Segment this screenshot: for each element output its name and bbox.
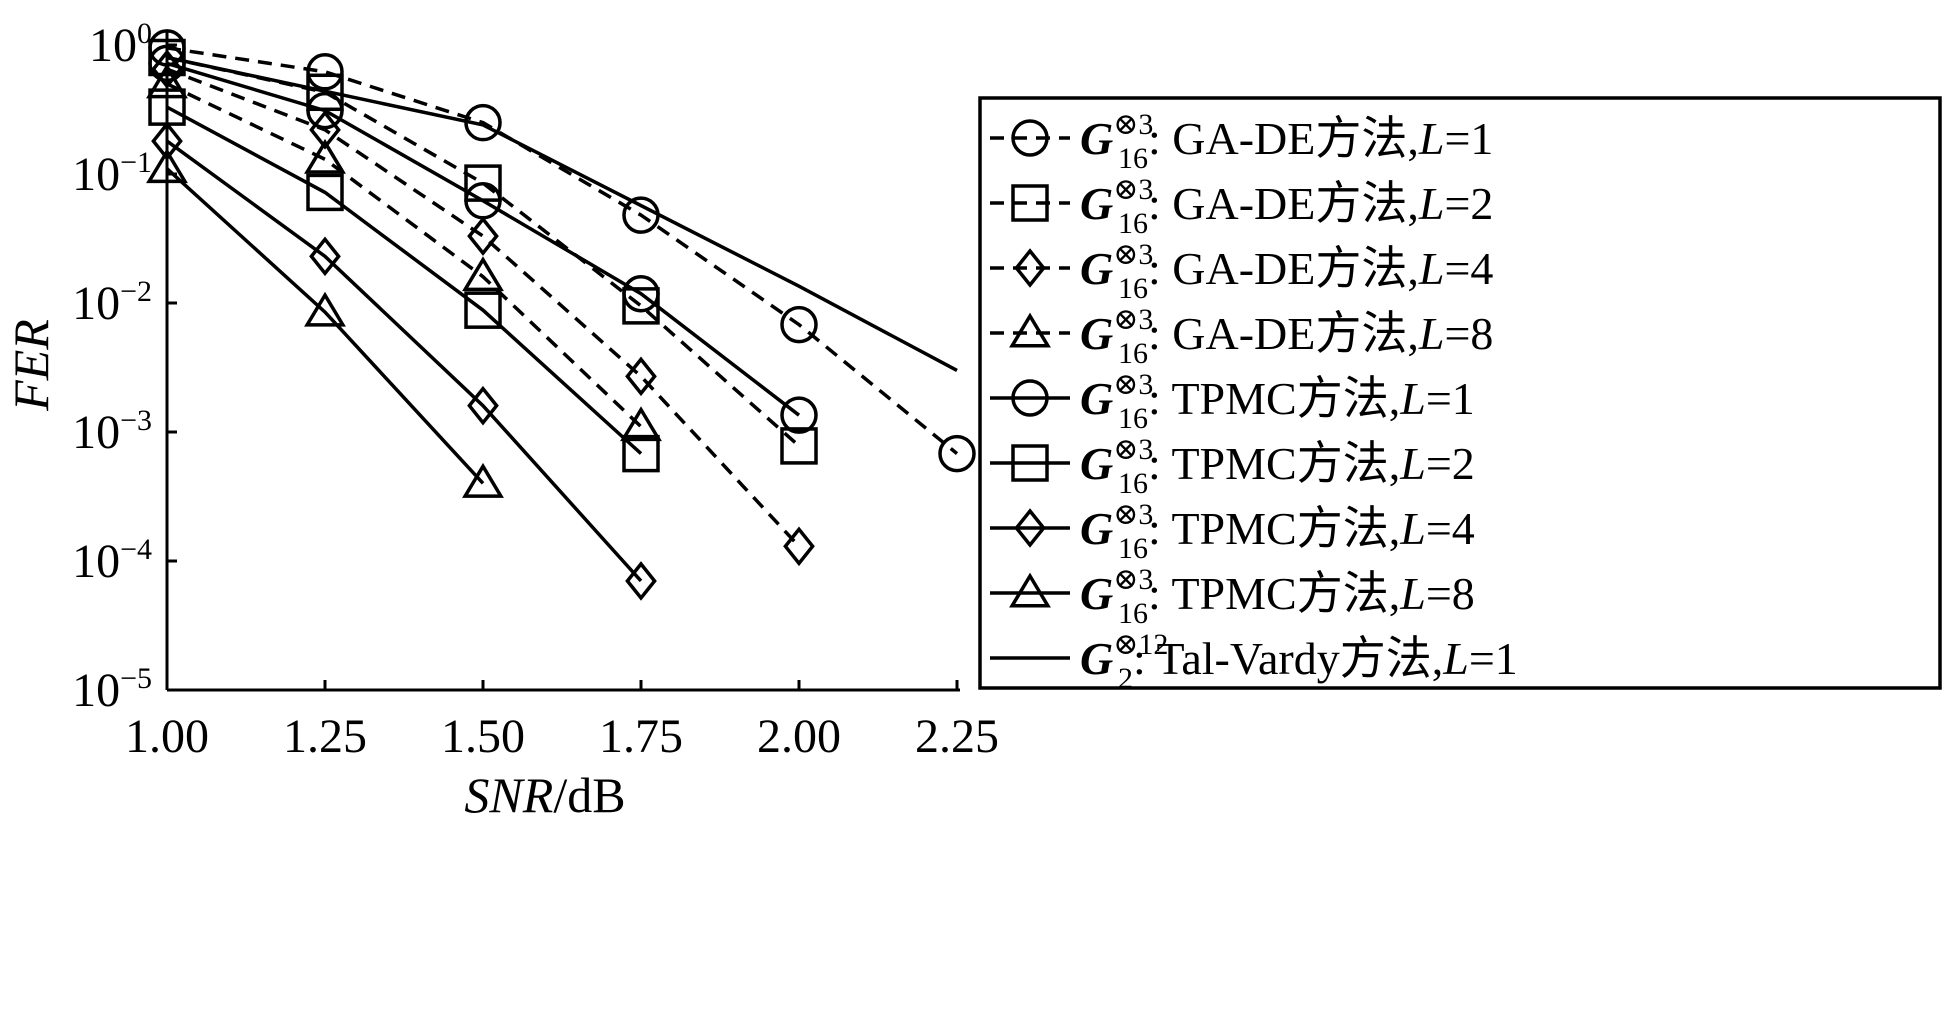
legend-marker xyxy=(1009,572,1051,608)
data-point xyxy=(309,236,341,277)
legend-entry: G⊗3 16: GA-DE方法,L=8 xyxy=(990,303,1493,370)
x-tick-label: 1.50 xyxy=(441,710,525,763)
legend-label: G⊗3 16: TPMC方法,L=1 xyxy=(1080,368,1475,435)
legend-label: G⊗3 16: TPMC方法,L=8 xyxy=(1080,563,1475,630)
legend-entry: G⊗3 16: TPMC方法,L=2 xyxy=(990,433,1475,500)
data-point xyxy=(467,385,499,426)
y-tick-label: 100 xyxy=(89,17,152,72)
data-point xyxy=(783,526,815,567)
data-point xyxy=(620,406,662,442)
series-5 xyxy=(148,44,818,434)
legend: G⊗3 16: GA-DE方法,L=1G⊗3 16: GA-DE方法,L=2G⊗3 1… xyxy=(978,96,1942,695)
data-point xyxy=(780,427,818,465)
legend-marker xyxy=(1014,508,1046,548)
series xyxy=(146,29,976,601)
series-line xyxy=(166,61,801,417)
series-line xyxy=(165,139,643,583)
legend-entry: G⊗3 16: GA-DE方法,L=4 xyxy=(990,238,1493,305)
data-point xyxy=(306,53,344,91)
data-point xyxy=(780,305,818,344)
axes xyxy=(165,30,960,692)
legend-marker xyxy=(1011,444,1049,482)
data-point xyxy=(146,63,188,99)
legend-marker xyxy=(1011,119,1049,157)
series-line xyxy=(166,46,959,455)
legend-entry: G⊗3 16: TPMC方法,L=8 xyxy=(990,563,1475,630)
data-point xyxy=(304,291,346,327)
x-tick-label: 2.25 xyxy=(915,710,999,763)
series-8 xyxy=(146,148,504,498)
series-9 xyxy=(166,55,958,372)
data-point xyxy=(625,561,657,601)
legend-marker xyxy=(1011,184,1049,222)
data-point xyxy=(304,138,346,174)
legend-label: G⊗3 16: GA-DE方法,L=4 xyxy=(1080,238,1493,305)
y-axis-title: FER xyxy=(3,319,59,412)
legend-label: G⊗3 16: GA-DE方法,L=1 xyxy=(1080,108,1493,175)
legend-marker xyxy=(1011,379,1049,417)
legend-label: G⊗3 16: TPMC方法,L=4 xyxy=(1080,498,1475,565)
x-axis-title: SNR/dB xyxy=(464,767,625,823)
data-point xyxy=(462,256,504,292)
data-point xyxy=(151,49,183,89)
y-tick-label: 10−2 xyxy=(72,275,152,330)
data-point xyxy=(938,434,976,473)
series-line xyxy=(166,105,643,455)
data-point xyxy=(622,434,660,473)
legend-entry: G⊗3 16: TPMC方法,L=1 xyxy=(990,368,1475,435)
series-line xyxy=(165,167,485,485)
data-point xyxy=(464,291,502,329)
x-tick-label: 2.00 xyxy=(757,710,841,763)
x-tick-label: 1.00 xyxy=(125,710,209,763)
legend-entry: G⊗12 2: Tal-Vardy方法,L=1 xyxy=(990,628,1518,695)
data-point xyxy=(151,121,183,161)
data-point xyxy=(306,91,344,130)
series-line xyxy=(166,67,801,548)
data-point xyxy=(462,462,504,498)
series-line xyxy=(166,55,958,372)
legend-marker xyxy=(1009,312,1051,348)
legend-marker xyxy=(1014,248,1046,288)
data-point xyxy=(625,356,657,397)
data-point xyxy=(467,216,499,256)
legend-entry: G⊗3 16: GA-DE方法,L=1 xyxy=(990,108,1493,175)
series-7 xyxy=(151,121,657,601)
legend-label: G⊗3 16: GA-DE方法,L=8 xyxy=(1080,303,1493,370)
y-tick-label: 10−3 xyxy=(72,404,152,459)
legend-label: G⊗12 2: Tal-Vardy方法,L=1 xyxy=(1080,628,1518,695)
legend-box xyxy=(978,96,1942,690)
data-point xyxy=(464,182,502,220)
x-tick-label: 1.75 xyxy=(599,710,683,763)
data-point xyxy=(306,173,344,212)
y-tick-label: 10−4 xyxy=(72,533,152,588)
legend-label: G⊗3 16: TPMC方法,L=2 xyxy=(1080,433,1475,500)
legend-entry: G⊗3 16: GA-DE方法,L=2 xyxy=(990,173,1493,240)
data-point xyxy=(622,274,660,313)
series-4 xyxy=(146,63,662,442)
data-point xyxy=(148,44,186,83)
series-line xyxy=(166,82,643,428)
legend-entry: G⊗3 16: TPMC方法,L=4 xyxy=(990,498,1475,565)
y-tick-label: 10−1 xyxy=(72,146,152,201)
x-tick-label: 1.25 xyxy=(283,710,367,763)
x-axis-title-unit: /dB xyxy=(553,767,625,823)
series-6 xyxy=(148,88,660,473)
x-axis-title-var: SNR xyxy=(464,767,553,823)
series-3 xyxy=(151,49,815,567)
data-point xyxy=(146,148,188,184)
legend-label: G⊗3 16: GA-DE方法,L=2 xyxy=(1080,173,1493,240)
data-point xyxy=(780,396,818,434)
y-tick-label: 10−5 xyxy=(72,662,152,717)
ticks: 1.00 1.25 1.50 1.75 2.00 2.25 100 10−1 10−2 10−3 1… xyxy=(72,17,999,763)
